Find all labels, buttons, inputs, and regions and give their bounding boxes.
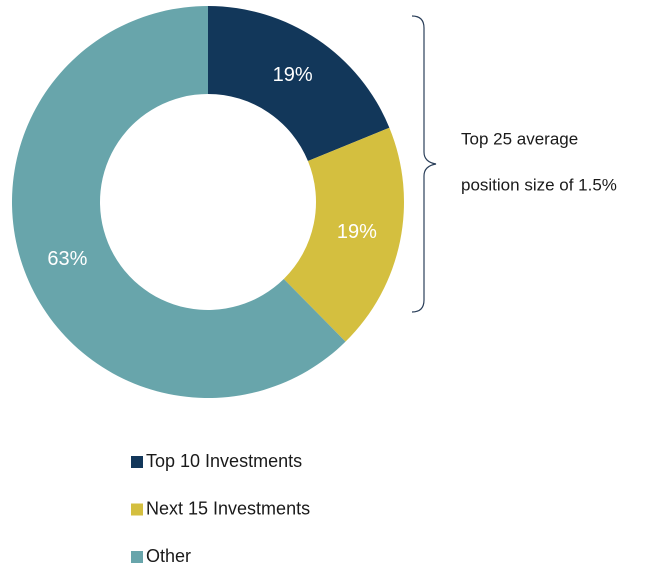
slice-label: 63% [47, 248, 87, 270]
bracket [411, 15, 437, 313]
legend-label: Top 10 Investments [146, 451, 302, 471]
legend-swatch [131, 551, 143, 563]
slice-label: 19% [273, 64, 313, 86]
annotation: position size of 1.5% [461, 175, 617, 194]
legend-label: Next 15 Investments [146, 498, 310, 518]
legend-swatch [131, 456, 143, 468]
legend-swatch [131, 503, 143, 516]
slice [283, 127, 404, 342]
slice [208, 6, 390, 162]
legend-label: Other [146, 546, 191, 566]
annotation: Top 25 average [461, 129, 578, 148]
slice [11, 6, 346, 398]
slice-label: 19% [337, 221, 377, 243]
